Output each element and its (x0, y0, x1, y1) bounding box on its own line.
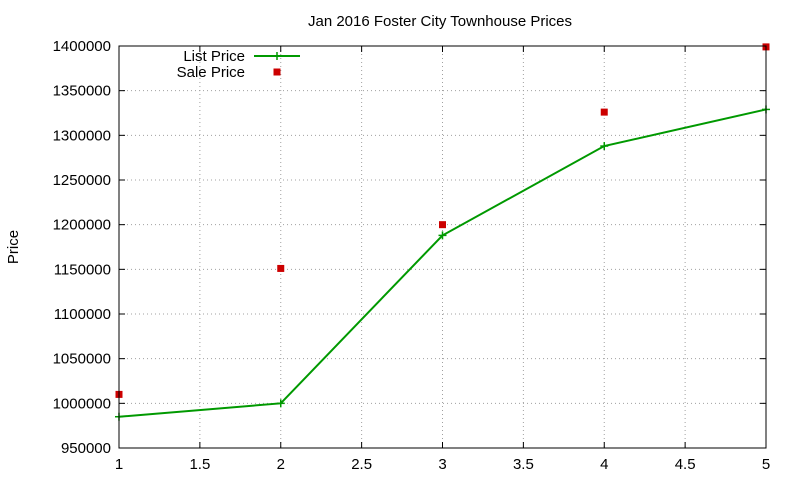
x-tick-label: 5 (762, 456, 770, 473)
y-tick-label: 1000000 (53, 395, 111, 412)
list-price-point (276, 399, 285, 408)
sale-price-point (439, 221, 446, 229)
sale-price-point (277, 264, 285, 272)
y-tick-label: 950000 (61, 440, 111, 457)
y-tick-label: 1400000 (53, 38, 111, 55)
y-tick-label: 1050000 (53, 351, 111, 368)
series-layer (115, 43, 770, 421)
x-tick-label: 3.5 (513, 456, 534, 473)
y-tick-label: 1150000 (54, 261, 111, 278)
y-tick-label: 1350000 (53, 83, 111, 100)
y-axis-label: Price (5, 230, 22, 264)
y-tick-label: 1300000 (53, 127, 111, 144)
legend-swatch-sale-price (273, 68, 281, 76)
legend-label-list-price: List Price (183, 48, 245, 65)
axis-ticks: 1 1.5 2 2.5 3 3.5 4 4.5 5 950000 1000000 1050000 110… (53, 38, 771, 473)
sale-price-point (600, 108, 608, 116)
x-tick-label: 2 (277, 456, 285, 473)
y-tick-label: 1250000 (53, 172, 111, 189)
x-tick-label: 1 (115, 456, 123, 473)
x-tick-label: 3 (438, 456, 446, 473)
x-tick-label: 4 (600, 456, 608, 473)
y-tick-label: 1200000 (53, 217, 111, 234)
x-tick-label: 2.5 (351, 456, 372, 473)
list-price-point (438, 231, 447, 240)
list-price-point (600, 142, 609, 151)
x-tick-label: 1.5 (189, 456, 210, 473)
chart-title: Jan 2016 Foster City Townhouse Prices (308, 13, 572, 30)
y-tick-label: 1100000 (54, 306, 111, 323)
x-tick-label: 4.5 (675, 456, 696, 473)
legend-label-sale-price: Sale Price (177, 64, 245, 81)
grid (119, 46, 766, 448)
plot-frame (118, 45, 767, 449)
